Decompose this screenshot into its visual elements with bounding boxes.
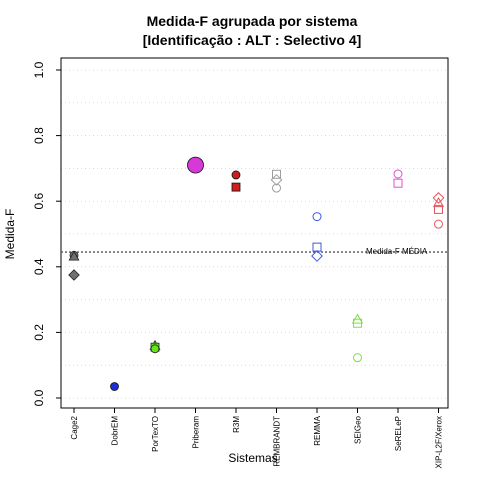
data-point-circle [434, 219, 443, 229]
y-tick-label: 0.6 [32, 193, 46, 210]
x-tick-label: SeRELeP [394, 416, 403, 451]
data-point-circle [272, 183, 281, 193]
data-point-square [312, 242, 322, 252]
x-tick-label: REMMA [313, 415, 322, 445]
data-point-triangle [432, 197, 445, 208]
data-point-square [272, 169, 281, 179]
y-tick-label: 0.2 [32, 324, 46, 341]
data-point-diamond [270, 173, 283, 186]
x-axis-title: Sistemas [228, 451, 277, 465]
data-point-circle [150, 344, 160, 354]
data-point-square [353, 318, 362, 328]
data-point-circle [110, 382, 119, 391]
y-tick-label: 0.4 [32, 258, 46, 275]
chart-title: Medida-F agrupada por sistema [147, 13, 358, 29]
data-point-circle [393, 169, 403, 179]
x-tick-label: R3M [232, 416, 241, 433]
data-point-circle [312, 212, 322, 222]
data-point-circle [353, 353, 362, 363]
data-point-square [434, 204, 443, 214]
y-axis-title: Medida-F [3, 209, 17, 260]
plot-area: 0.0 0.2 0.4 0.6 0.8 1.0 Cage2 DobrEM PorTexTO Pri… [32, 57, 449, 468]
x-tick-label: Cage2 [70, 415, 79, 439]
data-point-diamond [311, 250, 323, 262]
x-tick-label: REMBRANDT [273, 416, 282, 467]
data-point-diamond [432, 192, 445, 204]
data-point-square [393, 178, 403, 188]
data-point-circle [231, 170, 241, 180]
x-tick-label: DobrEM [111, 416, 120, 446]
y-tick-label: 0.0 [32, 389, 46, 406]
data-point-triangle [68, 250, 80, 261]
plot-frame [60, 57, 449, 409]
x-tick-label: XIP-L2F/Xerox [435, 416, 444, 468]
x-tick-label: Priberam [192, 416, 201, 449]
reference-line-label: Medida-F MÉDIA [366, 247, 428, 256]
chart-subtitle: [Identificação : ALT : Selectivo 4] [143, 32, 362, 48]
x-tick-label: SEIGeo [354, 415, 363, 444]
y-tick-label: 0.8 [32, 127, 46, 144]
y-tick-label: 1.0 [32, 61, 46, 78]
data-point-circle [187, 156, 204, 174]
data-point-square [231, 182, 241, 192]
data-point-diamond [68, 269, 80, 281]
x-tick-label: PorTexTO [151, 416, 160, 452]
